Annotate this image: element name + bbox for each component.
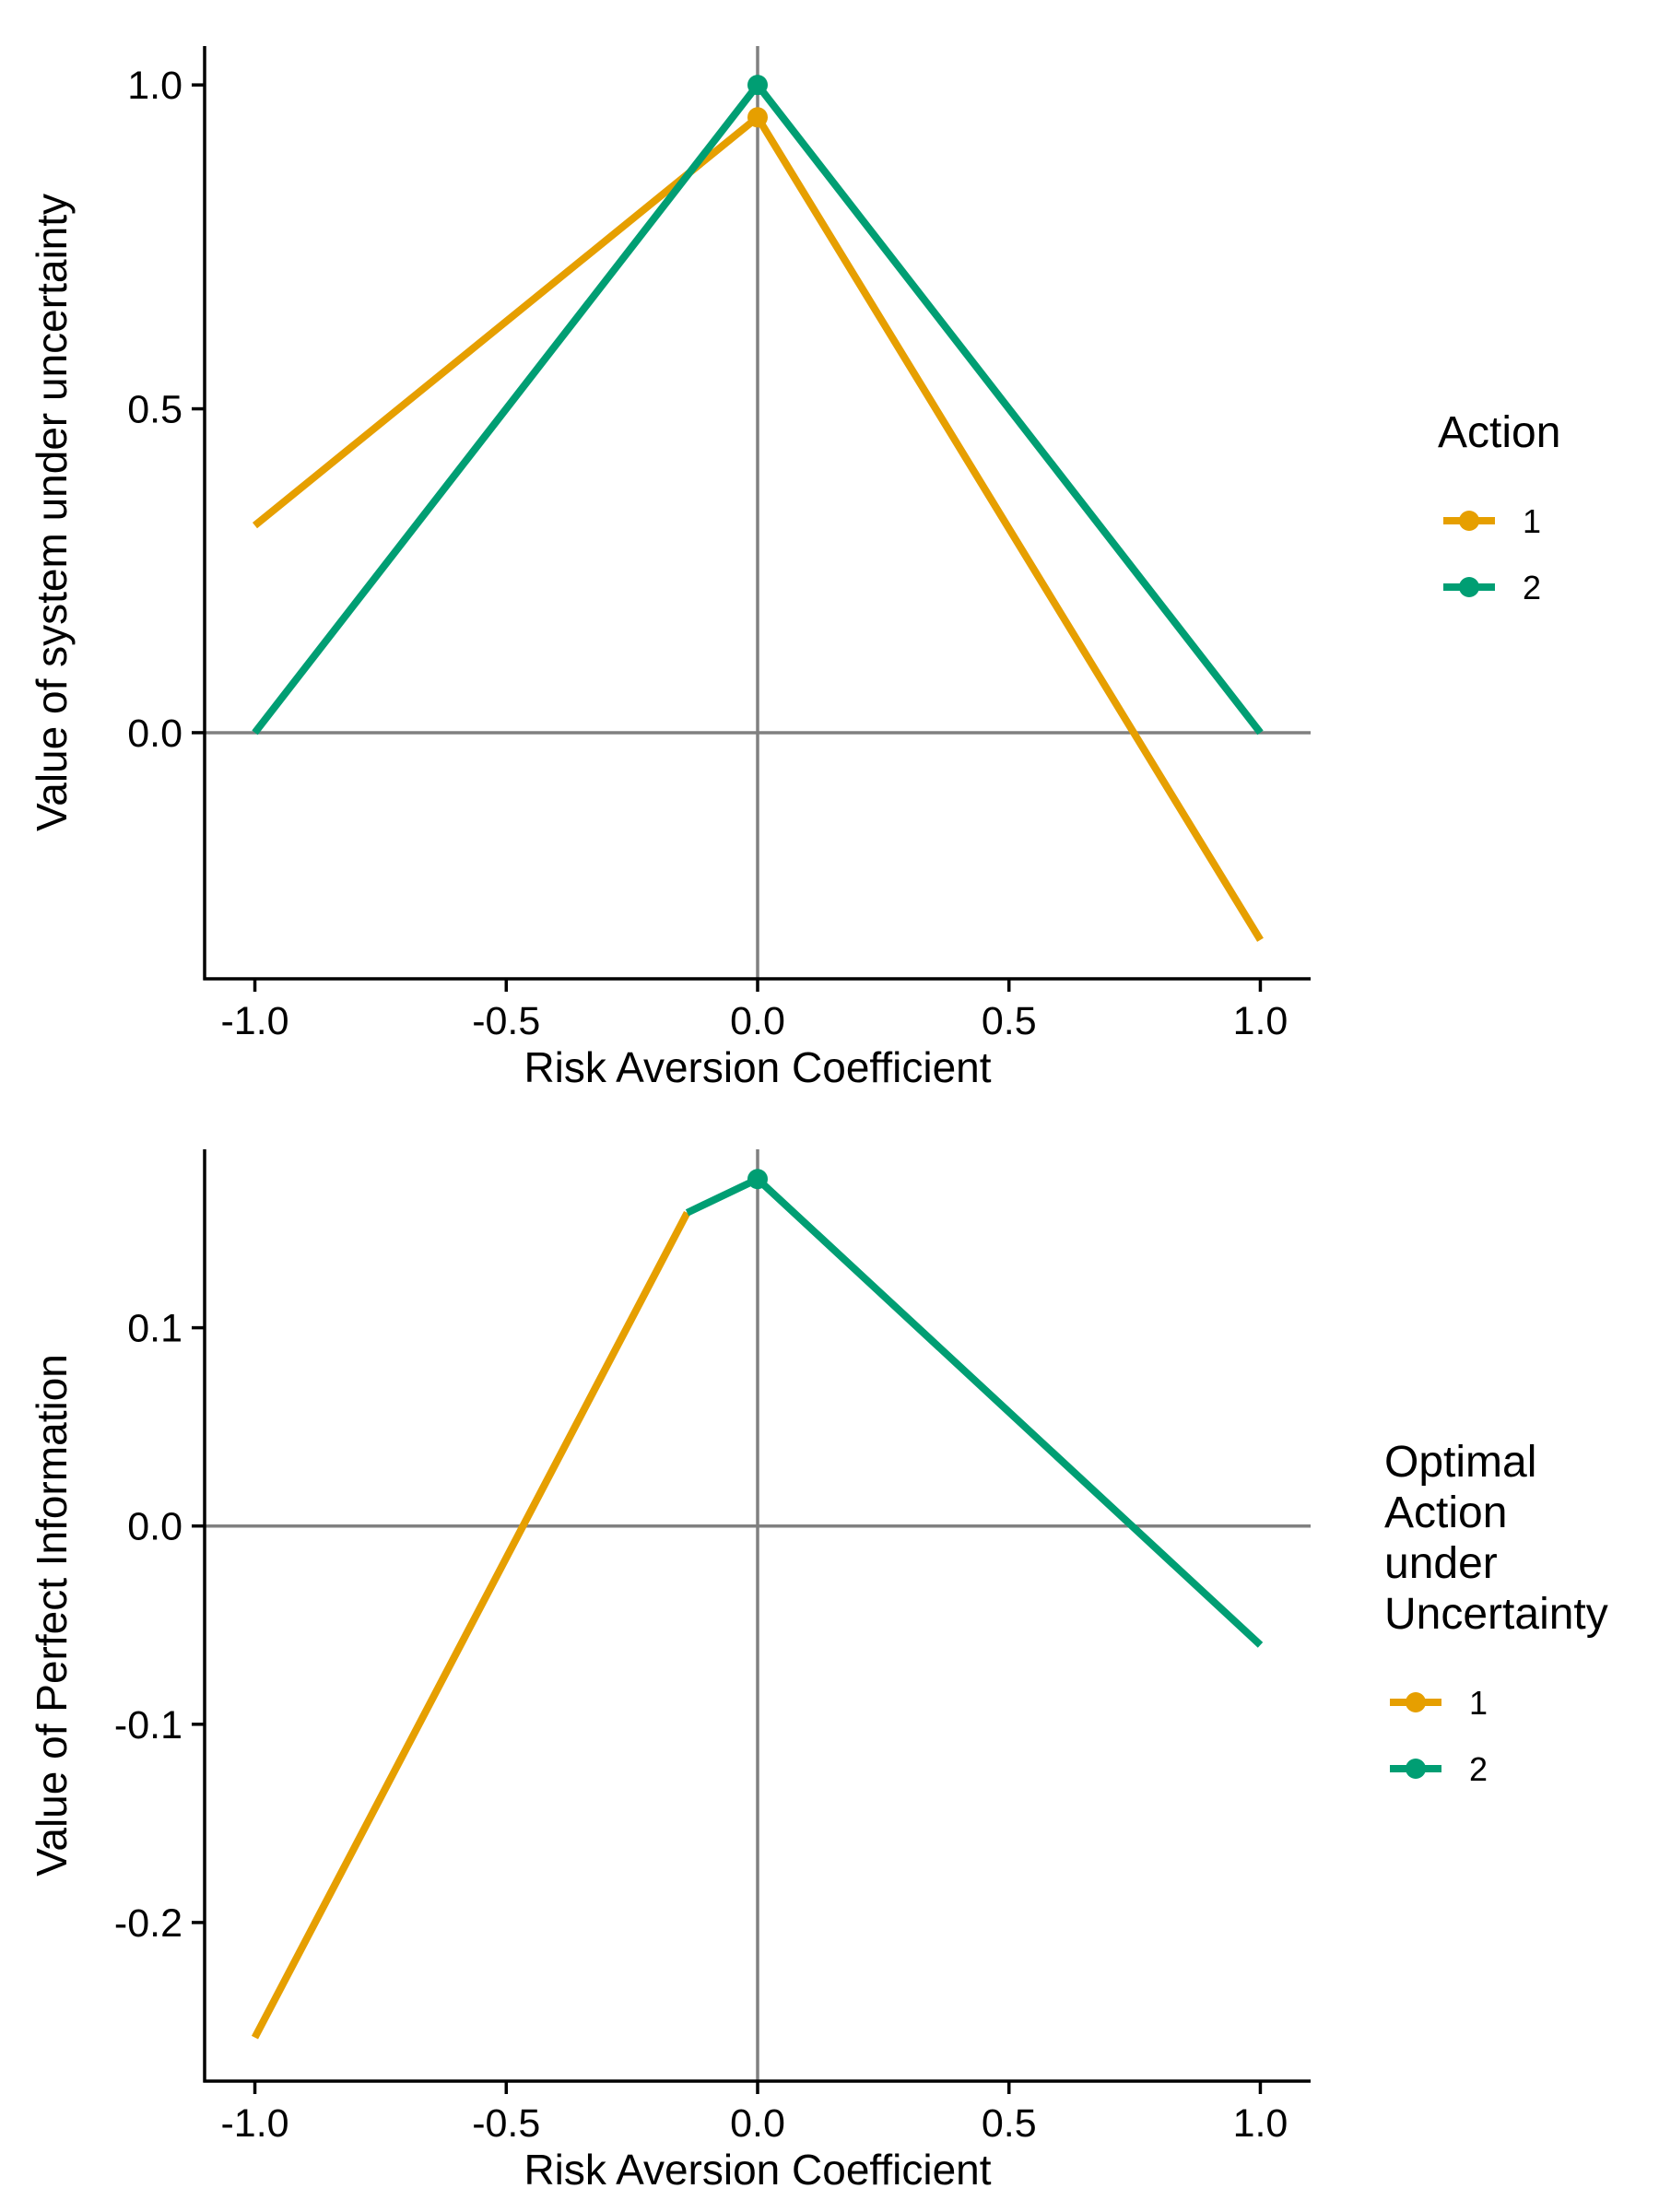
x-tick-label: -0.5	[472, 999, 540, 1043]
x-axis-title: Risk Aversion Coefficient	[524, 1043, 991, 1091]
y-tick-label: 0.0	[127, 712, 182, 756]
x-tick-label: 1.0	[1233, 999, 1288, 1043]
legend-key-point	[1459, 511, 1479, 531]
series-point-2	[747, 1169, 768, 1190]
y-tick-label: 0.0	[127, 1505, 182, 1549]
legend-title: under	[1384, 1539, 1498, 1588]
legend-title: Action	[1384, 1488, 1507, 1537]
legend: Action 1 2	[1438, 408, 1560, 606]
x-tick-label: 0.5	[982, 2101, 1037, 2146]
series-line-1	[251, 1210, 691, 2040]
legend-key-point	[1406, 1692, 1426, 1712]
y-tick-label: -0.1	[114, 1703, 182, 1747]
y-axis-title: Value of Perfect Information	[28, 1354, 76, 1877]
legend-label: 2	[1469, 1750, 1488, 1788]
chart-panel-2: -1.0 -0.5 0.0 0.5 1.0 -0.2 -0.1 0.0 0.1 Risk Aver…	[28, 1149, 1608, 2194]
x-tick-label: -1.0	[220, 2101, 288, 2146]
legend-key-point	[1406, 1759, 1426, 1779]
y-tick-label: 1.0	[127, 64, 182, 108]
legend-title: Optimal	[1384, 1438, 1536, 1487]
x-axis-title: Risk Aversion Coefficient	[524, 2146, 991, 2194]
series-line-2	[685, 1175, 1264, 1648]
x-tick-label: 0.0	[730, 999, 785, 1043]
x-tick-label: 1.0	[1233, 2101, 1288, 2146]
series-point-2	[747, 75, 768, 96]
legend-label: 2	[1523, 569, 1541, 606]
y-tick-label: -0.2	[114, 1901, 182, 1946]
chart-panel-1: -1.0 -0.5 0.0 0.5 1.0 0.0 0.5 1.0 Risk Aversion …	[28, 46, 1560, 1091]
x-tick-label: -0.5	[472, 2101, 540, 2146]
x-tick-label: 0.0	[730, 2101, 785, 2146]
legend-label: 1	[1469, 1684, 1488, 1722]
x-tick-label: 0.5	[982, 999, 1037, 1043]
y-tick-label: 0.5	[127, 388, 182, 432]
series-point-1	[747, 107, 768, 128]
legend-label: 1	[1523, 502, 1541, 540]
x-tick-label: -1.0	[220, 999, 288, 1043]
y-tick-label: 0.1	[127, 1307, 182, 1351]
legend-key-point	[1459, 577, 1479, 597]
legend-title: Action	[1438, 408, 1560, 457]
legend-title: Uncertainty	[1384, 1590, 1608, 1639]
y-axis-title: Value of system under uncertainty	[28, 194, 76, 831]
